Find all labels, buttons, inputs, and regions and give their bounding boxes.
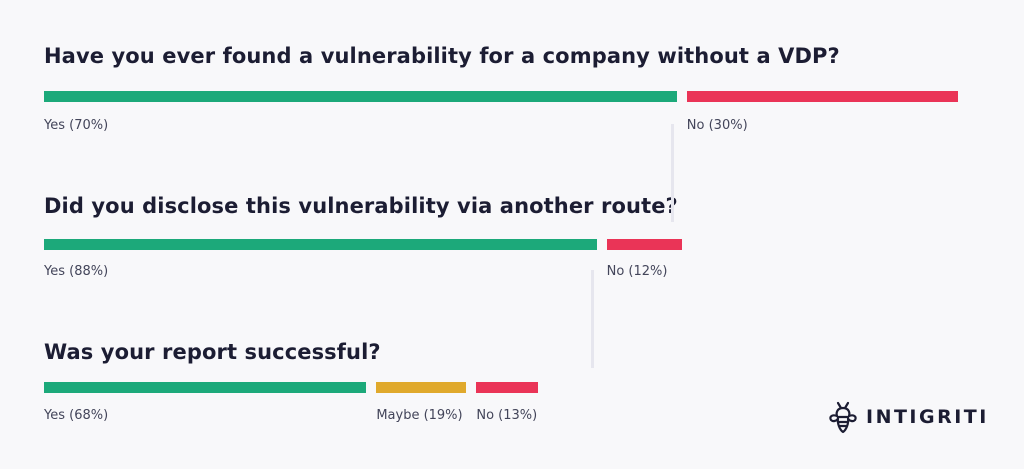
logo-wordmark: INTIGRITI xyxy=(866,406,989,428)
bar-label-3-3: No (13%) xyxy=(476,408,538,423)
bar-label-3-1: Yes (68%) xyxy=(44,408,109,423)
flow-connector-1 xyxy=(670,124,674,222)
bar-label-2-2: No (12%) xyxy=(606,264,668,279)
bar-segment-1-2 xyxy=(686,91,958,102)
bar-label-3-2: Maybe (19%) xyxy=(376,408,463,423)
intigriti-logo: INTIGRITI xyxy=(828,400,989,434)
bar-label-2-1: Yes (88%) xyxy=(44,264,109,279)
bar-label-1-1: Yes (70%) xyxy=(44,118,109,133)
bar-label-1-2: No (30%) xyxy=(686,118,748,133)
question-title-3: Was your report successful? xyxy=(44,340,381,364)
bar-segment-1-1 xyxy=(44,91,677,102)
bar-segment-3-2 xyxy=(376,382,467,393)
flow-connector-2 xyxy=(590,270,594,368)
bar-segment-3-3 xyxy=(476,382,538,393)
bar-segment-3-1 xyxy=(44,382,367,393)
question-title-1: Have you ever found a vulnerability for … xyxy=(44,44,840,68)
bar-segment-2-1 xyxy=(44,239,597,250)
bar-segment-2-2 xyxy=(606,239,682,250)
question-title-2: Did you disclose this vulnerability via … xyxy=(44,194,678,218)
bee-icon xyxy=(829,401,857,434)
